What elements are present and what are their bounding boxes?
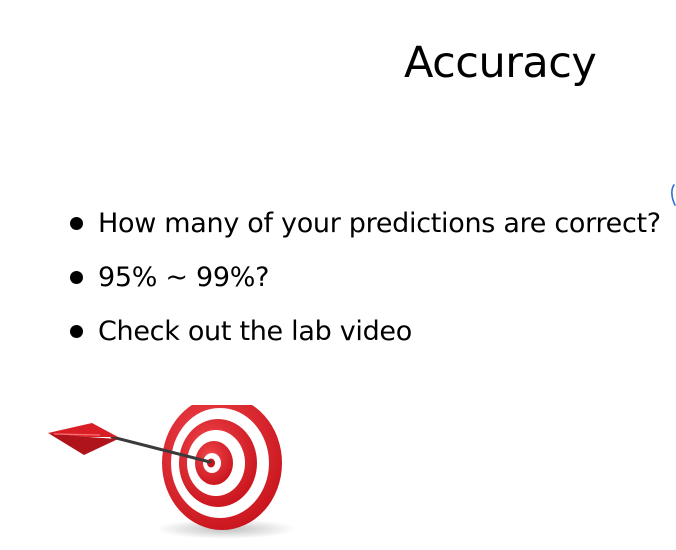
dartboard-target-icon (162, 405, 282, 530)
bullet-text: 95% ~ 99%? (98, 261, 270, 293)
bullet-dot (70, 324, 83, 338)
dart-arrow-icon (48, 423, 212, 464)
slide-title: Accuracy (404, 38, 597, 88)
target-illustration (48, 405, 296, 539)
bullet-text: Check out the lab video (98, 315, 412, 347)
bullet-list: How many of your predictions are correct… (70, 196, 661, 358)
pen-cursor-icon (671, 184, 676, 206)
bullet-dot (70, 216, 83, 230)
bullet-dot (70, 270, 83, 284)
bullet-item: 95% ~ 99%? (70, 250, 661, 304)
bullet-text: How many of your predictions are correct… (98, 207, 661, 239)
bullet-item: How many of your predictions are correct… (70, 196, 661, 250)
bullet-item: Check out the lab video (70, 304, 661, 358)
